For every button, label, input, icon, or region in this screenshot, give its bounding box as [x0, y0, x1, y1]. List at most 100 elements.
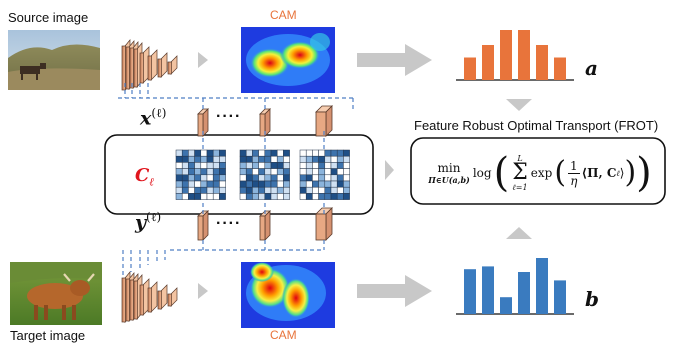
cost-matrix-cell — [330, 149, 338, 157]
cost-matrix-cell — [343, 168, 350, 176]
histogram-b-bar — [536, 258, 548, 314]
cost-matrix-cell — [212, 193, 220, 200]
cost-matrix-cell — [343, 186, 350, 194]
cost-matrix-cell — [188, 193, 195, 200]
cost-matrix-cell — [258, 186, 266, 194]
cost-matrix-cell — [305, 155, 313, 163]
cost-matrix-cell — [206, 193, 214, 200]
histogram-a — [456, 30, 574, 81]
cost-matrix-cell — [324, 186, 332, 194]
cost-matrix-cell — [283, 155, 290, 163]
cost-matrix-cell — [206, 186, 214, 194]
cost-matrix-cell — [219, 149, 226, 157]
cost-matrix-cell — [245, 186, 253, 194]
cost-matrix-cell — [212, 168, 220, 176]
cost-matrix-cell — [175, 174, 183, 182]
cost-matrix-cell — [276, 162, 284, 169]
cost-matrix-cell — [264, 149, 272, 157]
cost-matrix-cell — [239, 174, 247, 182]
cost-matrix-cell — [245, 180, 253, 188]
cnn-layer-face — [147, 55, 152, 81]
cnn-layer-face — [133, 280, 138, 320]
cost-matrix-cell — [312, 155, 319, 163]
cost-matrix-cell — [194, 180, 202, 188]
cost-matrix-cell — [324, 180, 332, 188]
cost-matrix-cell — [206, 174, 214, 182]
cnn-layer-side — [170, 55, 178, 75]
cnn-layer-face — [157, 58, 162, 78]
cost-matrix-cell — [252, 155, 259, 163]
cnn-layer-face — [129, 279, 134, 321]
cost-matrix-cell — [264, 168, 272, 176]
cost-matrix-cell — [324, 155, 332, 163]
cost-matrix-cell — [276, 149, 284, 157]
cost-matrix-cell — [212, 186, 220, 194]
cost-matrix-cell — [283, 180, 290, 188]
cost-matrix-cell — [276, 186, 284, 194]
cost-matrix-cell — [219, 180, 226, 188]
cost-matrix-cell — [258, 193, 266, 200]
cost-matrix-cell — [305, 180, 313, 188]
frot-title: Feature Robust Optimal Transport (FROT) — [414, 118, 659, 133]
cost-matrix-cell — [252, 162, 259, 169]
formula-log: log — [472, 166, 492, 180]
feature-slab-front — [259, 113, 266, 137]
cost-matrix-cell — [194, 168, 202, 176]
feature-x-label: x(ℓ) — [140, 106, 166, 129]
cost-matrix-cell — [219, 193, 226, 200]
cost-matrix-cell — [200, 186, 208, 194]
cost-matrix-cell — [318, 186, 326, 194]
cost-matrix-cell — [175, 155, 183, 163]
feature-y-sup: (ℓ) — [146, 210, 162, 224]
cnn-layer-side — [170, 287, 178, 307]
cost-matrix-cell — [258, 162, 266, 169]
cost-matrix-cell — [336, 149, 344, 157]
cost-matrix-cell — [212, 149, 220, 157]
cost-matrix-cell — [305, 149, 313, 157]
cost-matrix-cell — [239, 186, 247, 194]
cost-matrix-cell — [343, 162, 350, 169]
histogram-b-bar — [518, 272, 530, 314]
cost-matrix-cell — [299, 149, 307, 157]
cost-matrix-cell — [330, 155, 338, 163]
cost-matrix-cell — [258, 149, 266, 157]
cost-matrix-cell — [299, 193, 307, 200]
cost-matrix-cell — [200, 162, 208, 169]
cost-matrix-cell — [330, 180, 338, 188]
distribution-a-label: a — [585, 56, 598, 80]
formula-frac-den: η — [570, 173, 578, 188]
cost-matrix-cell — [188, 155, 195, 163]
cost-matrix-cell — [270, 193, 278, 200]
cnn-layer-face — [139, 52, 144, 84]
cost-matrix-cell — [299, 174, 307, 182]
cost-matrix-cell — [212, 162, 220, 169]
cost-matrix-cell — [343, 149, 350, 157]
ellipsis-bottom: ···· — [216, 215, 242, 232]
cost-matrix-cell — [312, 162, 319, 169]
cost-matrix-cell — [305, 193, 313, 200]
cnn-network-source — [121, 39, 178, 91]
cost-matrix-cell — [318, 174, 326, 182]
cnn-layer-face — [125, 278, 130, 322]
histogram-b-bar — [464, 269, 476, 314]
arrow-b-to-frot — [506, 227, 532, 239]
histogram-b-bar — [482, 266, 494, 314]
cost-matrix-cell — [283, 168, 290, 176]
cost-matrix-cell — [175, 193, 183, 200]
cost-matrix-cell — [258, 180, 266, 188]
cost-matrix-cell — [336, 193, 344, 200]
histogram-a-bar — [518, 30, 530, 80]
cost-matrix-cell — [239, 149, 247, 157]
cost-matrix-cell — [270, 155, 278, 163]
cost-matrix-cell — [283, 162, 290, 169]
formula-inner-close: ⟩ — [619, 166, 625, 180]
cost-matrix-cell — [299, 168, 307, 176]
cost-matrix-cell — [252, 186, 259, 194]
cost-matrix-cell — [181, 162, 189, 169]
cost-matrix-cell — [330, 174, 338, 182]
feature-slab-front — [315, 213, 327, 241]
feature-y-var: y — [135, 211, 147, 234]
cost-matrix-cell — [245, 155, 253, 163]
cost-matrix-cell — [318, 193, 326, 200]
